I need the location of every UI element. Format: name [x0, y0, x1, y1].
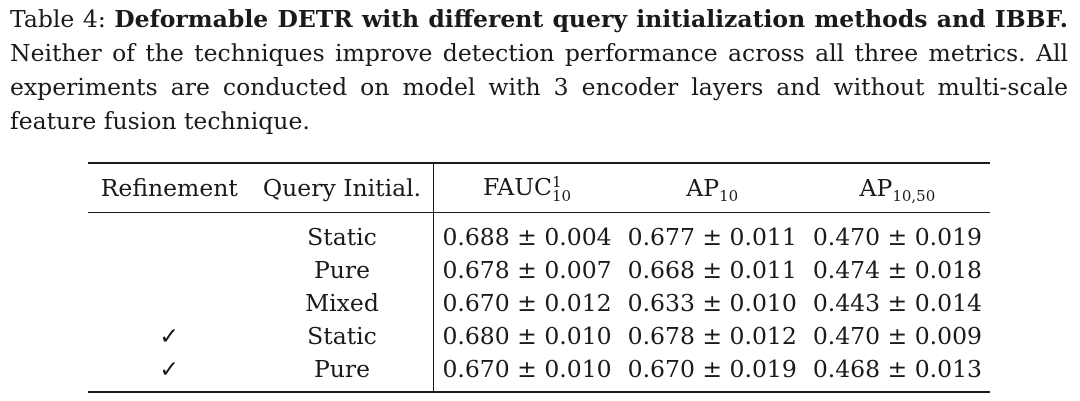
table-row: Static 0.688 ± 0.004 0.677 ± 0.011 0.470…	[88, 212, 990, 254]
cell-ap1050: 0.468 ± 0.013	[812, 354, 982, 383]
table-caption: Table 4: Deformable DETR with different …	[10, 2, 1068, 138]
table-row: ✓ Static 0.680 ± 0.010 0.678 ± 0.012 0.4…	[88, 319, 990, 352]
header-fauc-sup: 1	[552, 173, 562, 191]
header-ap1050: AP10,50	[805, 163, 990, 213]
table-row: ✓ Pure 0.670 ± 0.010 0.670 ± 0.019 0.468…	[88, 352, 990, 392]
header-fauc-scripts: 1 10	[552, 173, 572, 205]
cell-refinement	[88, 213, 251, 254]
header-ap10-base: AP	[686, 174, 720, 202]
cell-ap10: 0.670 ± 0.019	[627, 354, 797, 383]
header-ap1050-sub: 10,50	[892, 187, 936, 205]
cell-ap1050: 0.474 ± 0.018	[812, 255, 982, 284]
cell-ap10: 0.678 ± 0.012	[627, 321, 797, 350]
cell-query-initial: Pure	[250, 253, 435, 286]
cell-refinement	[88, 253, 251, 286]
header-ap1050-base: AP	[859, 174, 893, 202]
cell-refinement-checkmark: ✓	[159, 354, 180, 383]
cell-ap1050: 0.470 ± 0.009	[812, 321, 982, 350]
cell-query-initial: Static	[250, 319, 435, 352]
table-body: Static 0.688 ± 0.004 0.677 ± 0.011 0.470…	[88, 212, 990, 392]
cell-ap10: 0.677 ± 0.011	[627, 222, 797, 251]
cell-ap10: 0.668 ± 0.011	[627, 255, 797, 284]
header-refinement: Refinement	[100, 174, 238, 202]
results-table: Refinement Query Initial. FAUC 1 10 AP10 A…	[88, 162, 990, 393]
cell-query-initial: Mixed	[250, 286, 435, 319]
caption-text: Neither of the techniques improve detect…	[10, 39, 1068, 135]
header-row: Refinement Query Initial. FAUC 1 10 AP10 A…	[88, 163, 990, 213]
cell-fauc: 0.670 ± 0.012	[442, 288, 612, 317]
header-query-initial: Query Initial.	[250, 163, 435, 213]
cell-query-initial: Pure	[250, 352, 435, 392]
cell-fauc: 0.680 ± 0.010	[442, 321, 612, 350]
header-ap10-sub: 10	[719, 187, 739, 205]
header-fauc-base: FAUC	[482, 173, 552, 201]
header-ap10: AP10	[620, 163, 805, 213]
results-table-container: Refinement Query Initial. FAUC 1 10 AP10 A…	[88, 162, 990, 393]
caption-label: Table 4:	[10, 5, 106, 33]
cell-ap1050: 0.470 ± 0.019	[812, 222, 982, 251]
table-row: Mixed 0.670 ± 0.012 0.633 ± 0.010 0.443 …	[88, 286, 990, 319]
cell-fauc: 0.678 ± 0.007	[442, 255, 612, 284]
cell-refinement-checkmark: ✓	[159, 321, 180, 350]
table-row: Pure 0.678 ± 0.007 0.668 ± 0.011 0.474 ±…	[88, 253, 990, 286]
cell-query-initial: Static	[250, 212, 435, 253]
caption-title: Deformable DETR with different query ini…	[114, 5, 1068, 33]
cell-ap10: 0.633 ± 0.010	[627, 288, 797, 317]
cell-refinement	[88, 286, 251, 319]
cell-fauc: 0.670 ± 0.010	[442, 354, 612, 383]
header-fauc-sub: 10	[552, 187, 572, 205]
cell-fauc: 0.688 ± 0.004	[442, 222, 612, 251]
header-fauc: FAUC 1 10	[434, 163, 620, 213]
cell-ap1050: 0.443 ± 0.014	[812, 288, 982, 317]
